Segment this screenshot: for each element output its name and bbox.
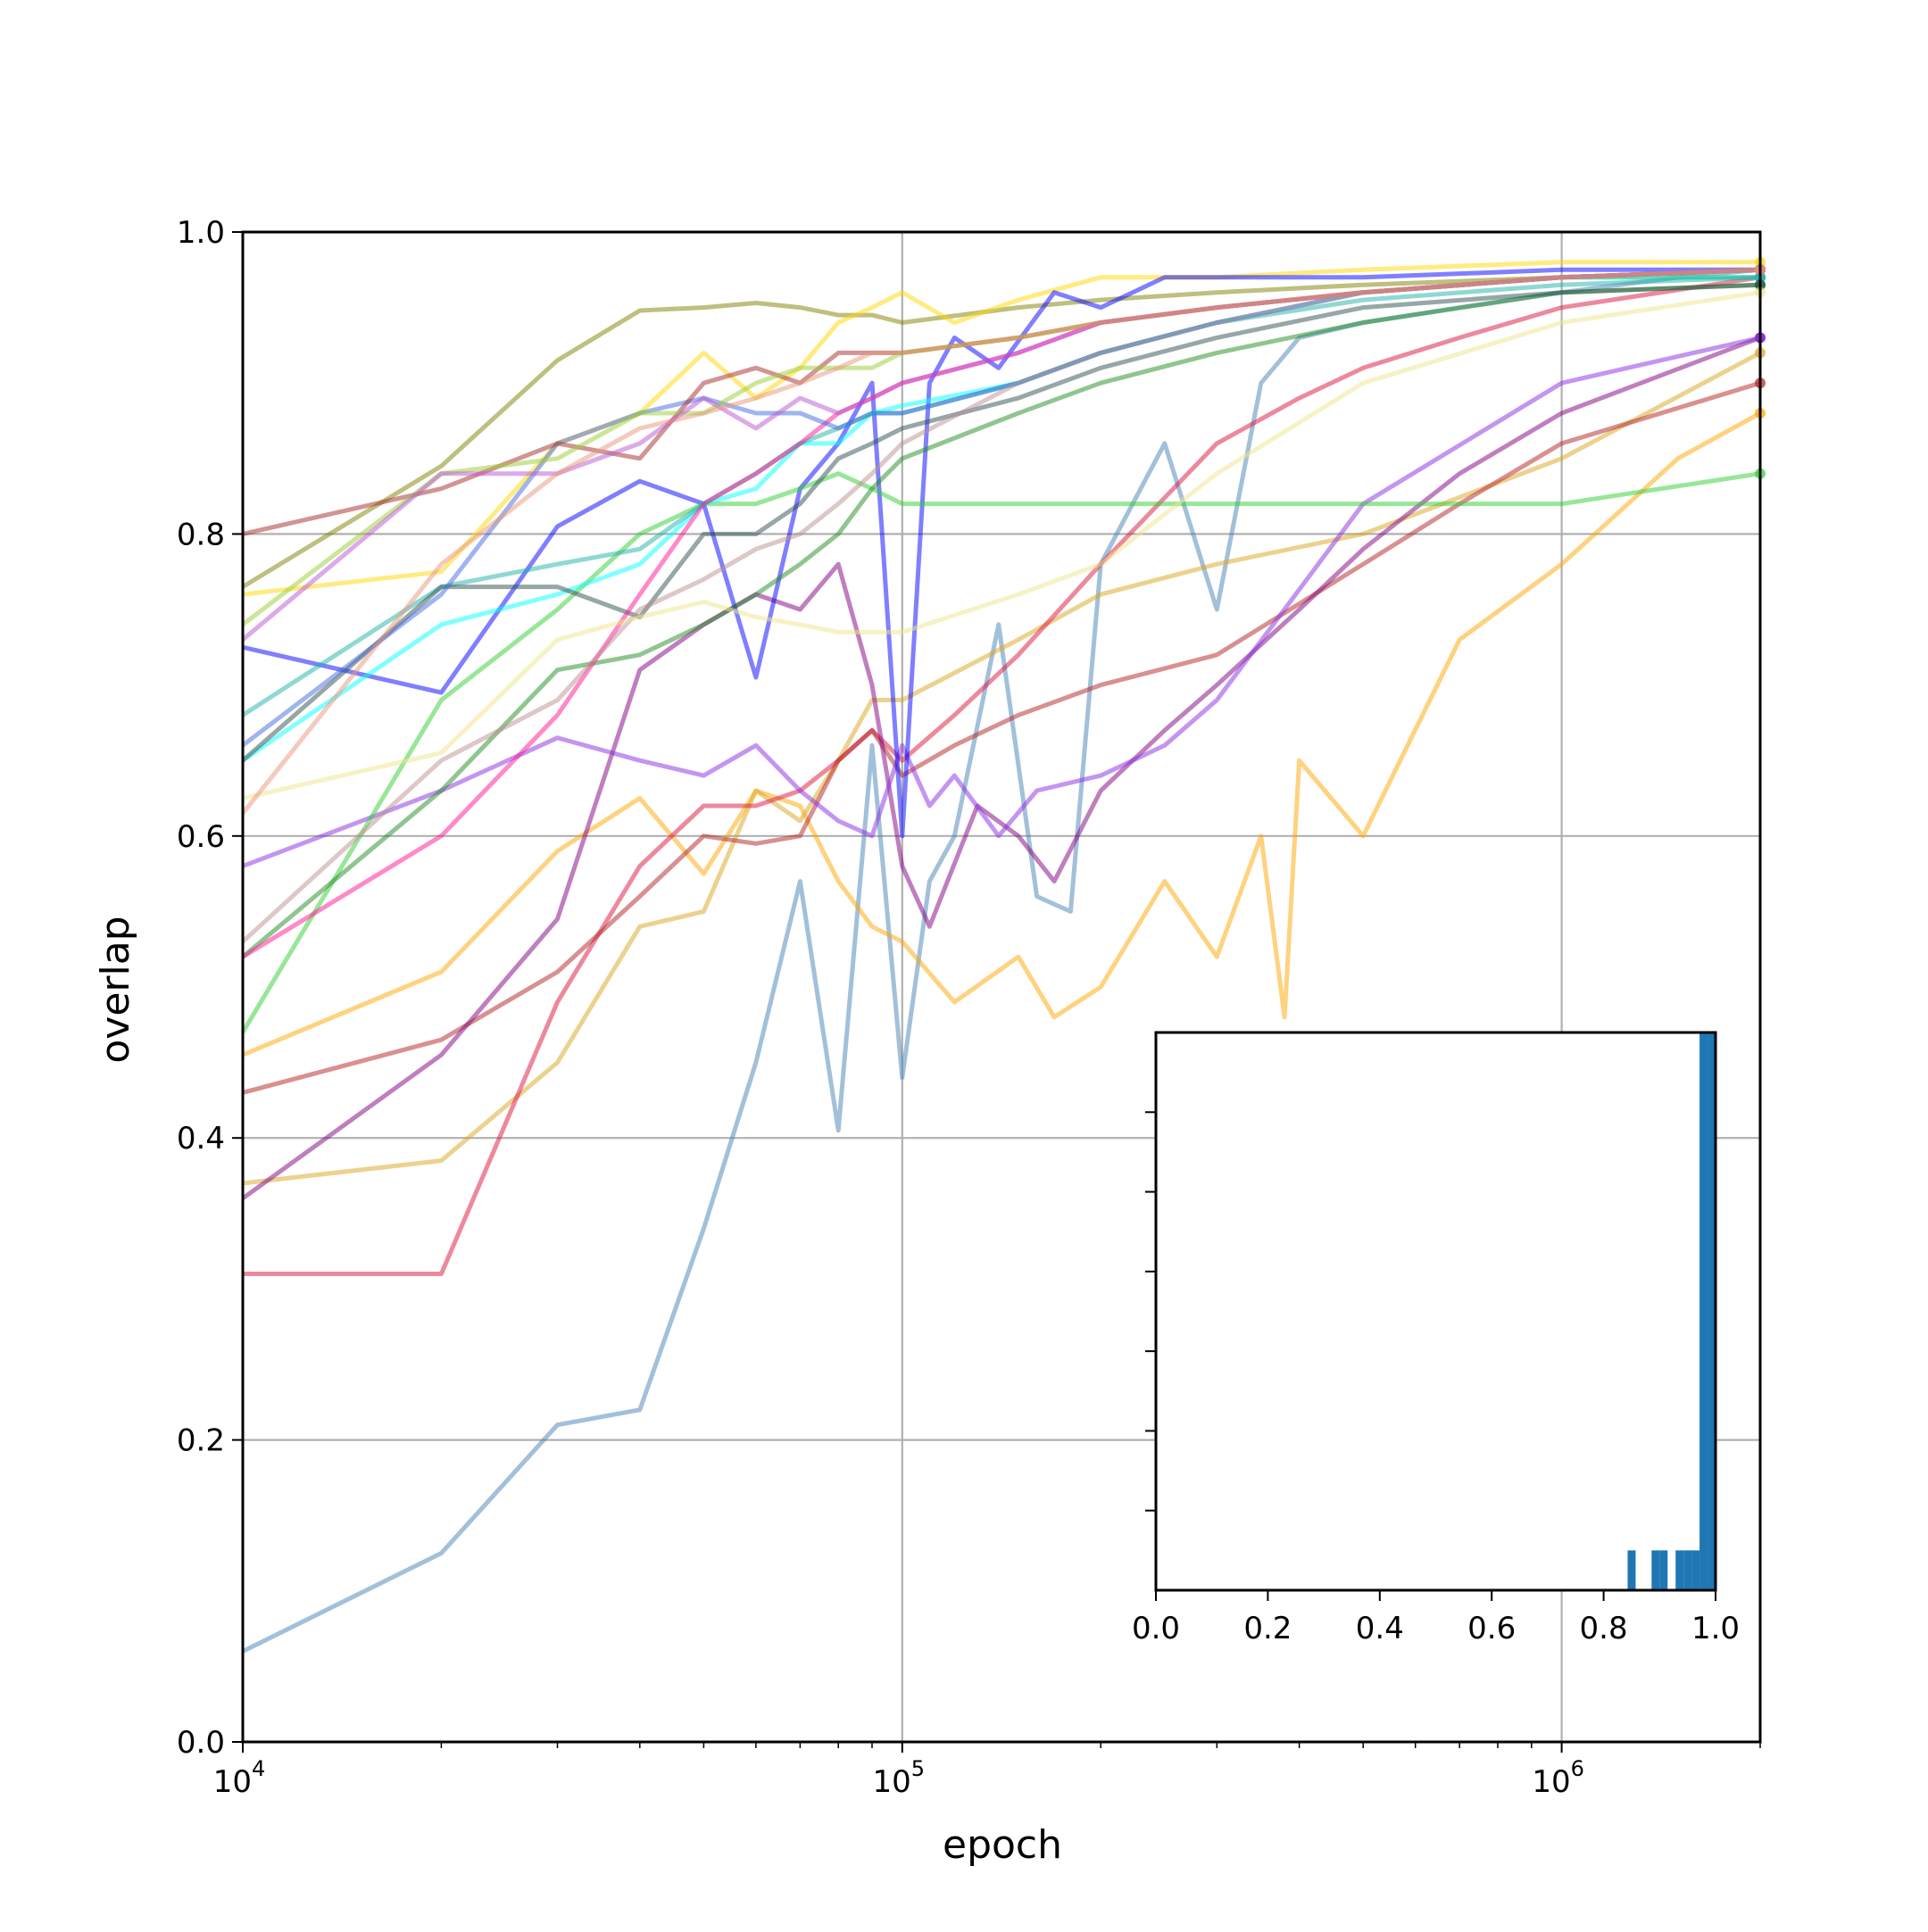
inset-background xyxy=(1156,1032,1716,1590)
histogram-bar-8 xyxy=(1708,1032,1716,1590)
series-line-15 xyxy=(241,282,1761,763)
series-line-5 xyxy=(242,351,1762,1186)
series-line-10 xyxy=(242,267,1760,839)
histogram-bar-3 xyxy=(1659,1550,1668,1590)
x-tick-label: 106 xyxy=(1532,1756,1584,1800)
x-tick-label: 104 xyxy=(213,1756,266,1800)
x-tick-label: 105 xyxy=(873,1756,926,1800)
y-tick-label: 0.0 xyxy=(177,1725,225,1761)
series-line-11 xyxy=(240,471,1761,1034)
y-axis-label: overlap xyxy=(93,916,138,1063)
series-line-18 xyxy=(241,267,1761,944)
x-tick-exponent: 5 xyxy=(911,1756,925,1781)
y-tick-label: 0.8 xyxy=(177,517,225,552)
series-line-8 xyxy=(241,336,1761,1200)
histogram-bar-6 xyxy=(1691,1550,1700,1590)
y-tick-label: 0.6 xyxy=(177,819,225,855)
x-tick-base: 10 xyxy=(213,1764,252,1800)
x-tick-base: 10 xyxy=(1532,1764,1570,1800)
inset-x-tick-label: 0.4 xyxy=(1356,1611,1404,1646)
histogram-bar-2 xyxy=(1651,1550,1660,1590)
y-tick-label: 0.2 xyxy=(177,1423,225,1459)
y-tick-label: 1.0 xyxy=(177,215,225,251)
x-tick-exponent: 4 xyxy=(252,1756,265,1781)
inset-x-tick-label: 0.2 xyxy=(1243,1611,1292,1646)
inset-axes-frame xyxy=(1154,1031,1717,1592)
series-line-9 xyxy=(242,335,1761,868)
series-line-6 xyxy=(243,275,1761,1276)
inset-x-tick-label: 1.0 xyxy=(1691,1611,1740,1646)
histogram-bar-1 xyxy=(1627,1550,1636,1590)
inset-x-tick-label: 0.6 xyxy=(1467,1611,1516,1646)
main-axes-frame xyxy=(241,230,1762,1744)
histogram-bar-5 xyxy=(1683,1550,1692,1590)
inset-x-tick-label: 0.8 xyxy=(1580,1611,1628,1646)
histogram-bar-4 xyxy=(1675,1550,1684,1590)
histogram-bar-7 xyxy=(1699,1032,1708,1590)
series-line-12 xyxy=(241,282,1761,959)
x-tick-exponent: 6 xyxy=(1571,1756,1584,1781)
x-tick-base: 10 xyxy=(873,1764,911,1800)
series-line-23 xyxy=(241,267,1761,815)
series-line-7 xyxy=(242,380,1761,1095)
series-line-4 xyxy=(242,410,1762,1057)
y-tick-label: 0.4 xyxy=(177,1121,225,1157)
series-line-22 xyxy=(242,290,1761,800)
inset-x-tick-label: 0.0 xyxy=(1132,1611,1180,1646)
x-axis-label: epoch xyxy=(943,1822,1062,1868)
